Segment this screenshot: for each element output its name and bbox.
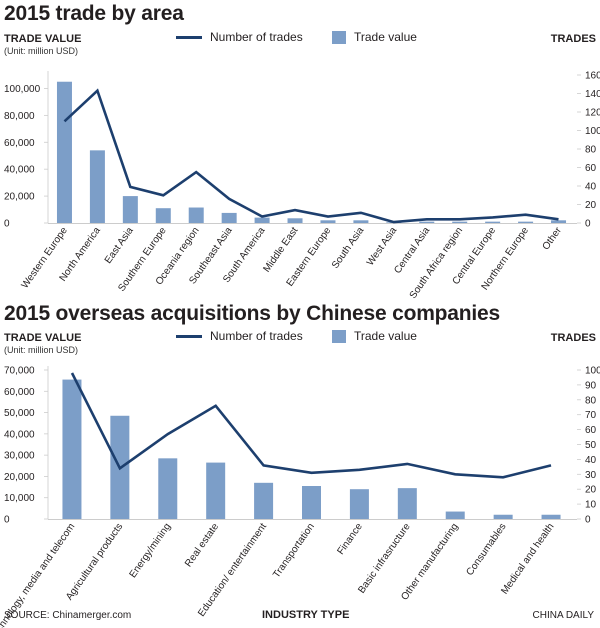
chart-2-ytick-label: 50,000 [4, 408, 35, 419]
chart-1-bar [188, 207, 204, 223]
chart-2-bar [493, 514, 513, 519]
chart-1-bar [254, 217, 270, 223]
chart-1-bar [551, 220, 567, 223]
chart-1-category-label: East Asia [103, 225, 136, 266]
chart-1-legend-bar: Trade value [332, 30, 417, 44]
chart-1-bar [122, 196, 138, 223]
chart-2-ytick-label: 70,000 [4, 366, 35, 377]
chart-1-y2tick-label: 120 [585, 108, 600, 119]
chart-2-y2tick-label: 80 [585, 395, 597, 406]
chart-2-bar [206, 462, 226, 519]
chart-2-category-label: Real estate [183, 521, 221, 569]
chart-2-y2tick-label: 30 [585, 470, 597, 481]
chart-2-svg: 0 10,000 20,000 30,000 40,000 50,000 60,000 70,… [0, 366, 600, 628]
chart-1-title: 2015 trade by area [4, 2, 184, 25]
chart-2-left-axis-unit: (Unit: million USD) [4, 345, 79, 355]
chart-2-category-label: Energy/mining [128, 521, 174, 580]
chart-1-ytick-label: 80,000 [4, 111, 35, 122]
chart-1-y2tick-label: 20 [585, 200, 597, 211]
chart-1-trades-line [63, 88, 559, 224]
chart-2-legend-line-label: Number of trades [210, 329, 303, 343]
chart-2-ytick-label: 60,000 [4, 387, 35, 398]
chart-2-y2tick-label: 90 [585, 380, 597, 391]
chart-2-ytick-label: 20,000 [4, 472, 35, 483]
chart-1-legend-line: Number of trades [176, 30, 303, 44]
x-axis-title: INDUSTRY TYPE [262, 609, 350, 621]
chart-1-ytick-label: 40,000 [4, 165, 35, 176]
chart-2-legend-bar-label: Trade value [354, 329, 417, 343]
bar-swatch-icon [332, 329, 346, 343]
chart-1-ytick-label: 100,000 [4, 84, 41, 95]
chart-1-y2tick-label: 40 [585, 182, 597, 193]
chart-2-ytick-label: 40,000 [4, 429, 35, 440]
chart-1-legend-bar-label: Trade value [354, 30, 417, 44]
chart-1-bar [56, 81, 72, 224]
chart-1-left-axis-title: TRADE VALUE [4, 33, 82, 45]
chart-2-category-label: Finance [335, 521, 365, 557]
chart-2-category-label: Transportation [271, 521, 317, 580]
chart-1-y2tick-label: 100 [585, 126, 600, 137]
chart-1-left-axis-unit: (Unit: million USD) [4, 46, 79, 56]
line-swatch-icon [176, 35, 202, 39]
chart-2-y2tick-label: 70 [585, 410, 597, 421]
chart-2-category-label: Consumables [465, 521, 509, 577]
chart-2-title: 2015 overseas acquisitions by Chinese co… [4, 302, 500, 325]
chart-2-y2tick-label: 10 [585, 500, 597, 511]
chart-1-y2tick-label: 140 [585, 89, 600, 100]
chart-1-right-axis-title: TRADES [550, 33, 596, 45]
chart-1-category-label: Other [541, 225, 565, 252]
chart-2-y2tick-label: 0 [585, 515, 591, 526]
chart-2-bar [254, 482, 274, 519]
chart-2-category-label: Medical and health [499, 521, 556, 596]
chart-1-bar [89, 150, 105, 223]
chart-2-ytick-label: 0 [4, 515, 10, 526]
chart-2-y2tick-label: 40 [585, 455, 597, 466]
chart-2-bar [158, 458, 178, 519]
chart-1-ytick-label: 0 [4, 219, 10, 230]
chart-1-bar [419, 221, 435, 223]
chart-2-left-axis-title: TRADE VALUE [4, 332, 82, 344]
chart-2-bar [302, 486, 321, 519]
chart-1-ytick-label: 60,000 [4, 138, 35, 149]
chart-2-bar [62, 379, 82, 519]
chart-2-legend-bar: Trade value [332, 329, 417, 343]
chart-1-y2tick-label: 0 [585, 219, 591, 230]
chart-1-y2tick-label: 60 [585, 163, 597, 174]
chart-2-bar [349, 489, 369, 519]
source-note: SOURCE: Chinamerger.com [4, 610, 132, 621]
chart-1-bar [221, 212, 237, 223]
chart-2-ytick-label: 30,000 [4, 451, 35, 462]
bar-swatch-icon [332, 30, 346, 44]
chart-1-ytick-label: 20,000 [4, 192, 35, 203]
chart-2-y2tick-label: 60 [585, 425, 597, 436]
chart-2-right-axis-title: TRADES [550, 332, 596, 344]
chart-2-legend-line: Number of trades [176, 329, 303, 343]
chart-1-bar [452, 221, 468, 223]
chart-1-bar [353, 220, 369, 223]
chart-2-trades-line [70, 372, 552, 479]
credit-label: CHINA DAILY [532, 610, 595, 621]
chart-1-svg: 0 20,000 40,000 60,000 80,000 100,000 0 20 40 60 8… [4, 71, 600, 301]
chart-2-category-label: Basic infrasructure [356, 521, 413, 596]
chart-2-ytick-label: 10,000 [4, 493, 35, 504]
chart-1-legend-line-label: Number of trades [210, 30, 303, 44]
chart-1-bar [287, 218, 303, 223]
chart-1-y2tick-label: 160 [585, 71, 600, 82]
chart-1-category-label: West Asia [365, 225, 400, 268]
chart-2-y2tick-label: 100 [585, 366, 600, 377]
chart-1-category-label: South Asia [330, 225, 367, 271]
chart-1-bar [320, 220, 336, 223]
chart-1-bar [518, 221, 534, 223]
chart-2-bar [541, 514, 561, 519]
chart-2-bar [445, 511, 465, 519]
line-swatch-icon [176, 334, 202, 338]
chart-1-y2tick-label: 80 [585, 145, 597, 156]
chart-2-bar [397, 488, 417, 519]
chart-1-bar [155, 208, 171, 223]
chart-2-y2tick-label: 50 [585, 440, 597, 451]
chart-1-bar [485, 221, 501, 223]
chart-2-y2tick-label: 20 [585, 485, 597, 496]
